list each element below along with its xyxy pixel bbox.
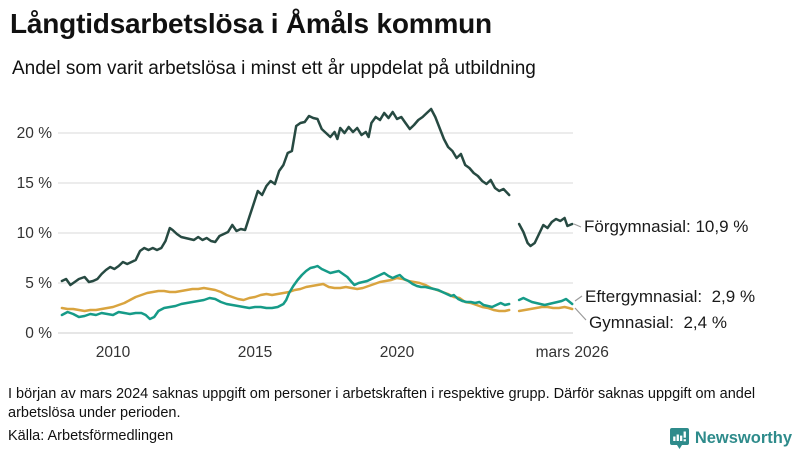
page-title: Långtidsarbetslösa i Åmåls kommun (10, 8, 492, 39)
series-line-förgymnasial (60, 107, 574, 287)
x-tick-label: 2015 (238, 344, 272, 361)
source-credit: Källa: Arbetsförmedlingen (8, 428, 174, 444)
y-tick-label: 5 % (25, 275, 52, 292)
x-tick-label: 2010 (96, 344, 131, 361)
label-leader-line (574, 295, 583, 302)
newsworthy-logo: Newsworthy (669, 427, 792, 450)
chart-footnote: I början av mars 2024 saknas uppgift om … (8, 386, 756, 422)
y-tick-label: 0 % (25, 325, 52, 342)
x-tick-label: 2020 (380, 344, 415, 361)
label-leader-line (574, 307, 587, 321)
newsworthy-icon (669, 428, 689, 449)
y-tick-label: 10 % (17, 225, 53, 242)
series-line-eftergymnasial (60, 264, 574, 321)
chart-subtitle: Andel som varit arbetslösa i minst ett å… (12, 58, 536, 79)
y-tick-label: 15 % (17, 175, 53, 192)
newsworthy-wordmark: Newsworthy (694, 429, 792, 447)
y-tick-label: 20 % (17, 125, 53, 142)
label-leader-line (573, 223, 582, 228)
series-end-label-eftergymnasial: Eftergymnasial: 2,9 % (585, 287, 756, 306)
series-end-label-gymnasial: Gymnasial: 2,4 % (589, 313, 727, 332)
x-tick-label: mars 2026 (536, 344, 609, 361)
series-end-label-forgymnasial: Förgymnasial: 10,9 % (584, 217, 749, 236)
